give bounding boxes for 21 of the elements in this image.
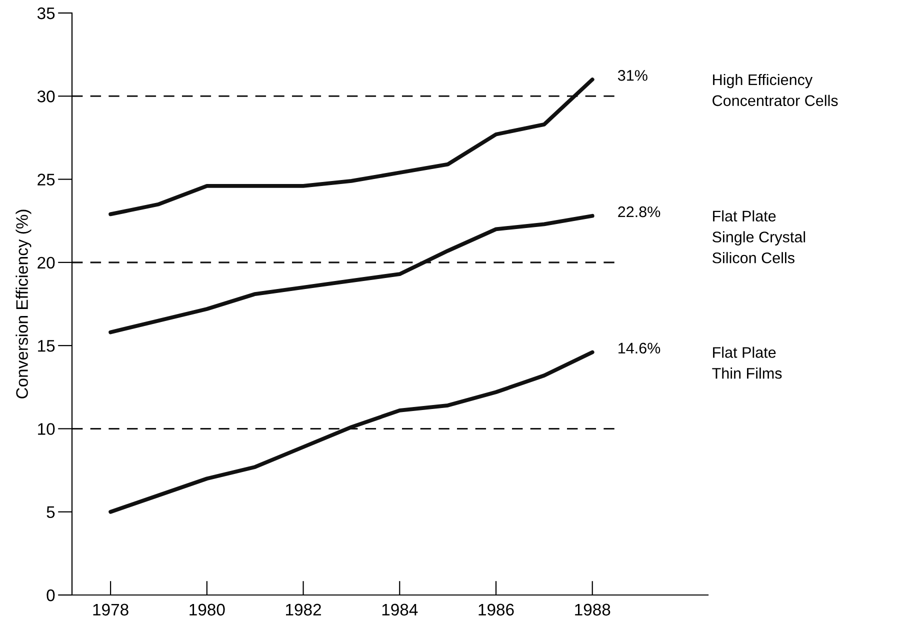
y-tick-label: 0 [46,589,55,602]
text: Flat Plate Thin Films [712,346,782,379]
y-tick-label: 30 [37,90,55,102]
x-tick-label: 1982 [286,604,321,616]
text: Flat Plate Single Crystal Silicon Cells [712,210,806,264]
y-axis-title: Conversion Efficiency (%) [16,210,32,398]
x-tick-label: 1980 [190,604,225,616]
text: High Efficiency Concentrator Cells [712,74,838,106]
data-label: 22.8% [618,206,660,218]
y-tick-label: 25 [38,174,55,186]
y-tick-label: 15 [38,340,55,352]
y-tick-label: 5 [46,506,55,518]
x-tick-label: 1978 [93,604,128,616]
x-tick-label: 1984 [382,604,418,616]
data-label: 31% [618,70,648,81]
y-tick-label: 35 [37,7,55,20]
y-tick-label: 10 [38,423,55,435]
x-tick-label: 1988 [575,604,610,616]
y-tick-label: 20 [38,256,55,269]
data-label: 14.6% [618,342,660,354]
x-tick-label: 1986 [478,604,514,616]
